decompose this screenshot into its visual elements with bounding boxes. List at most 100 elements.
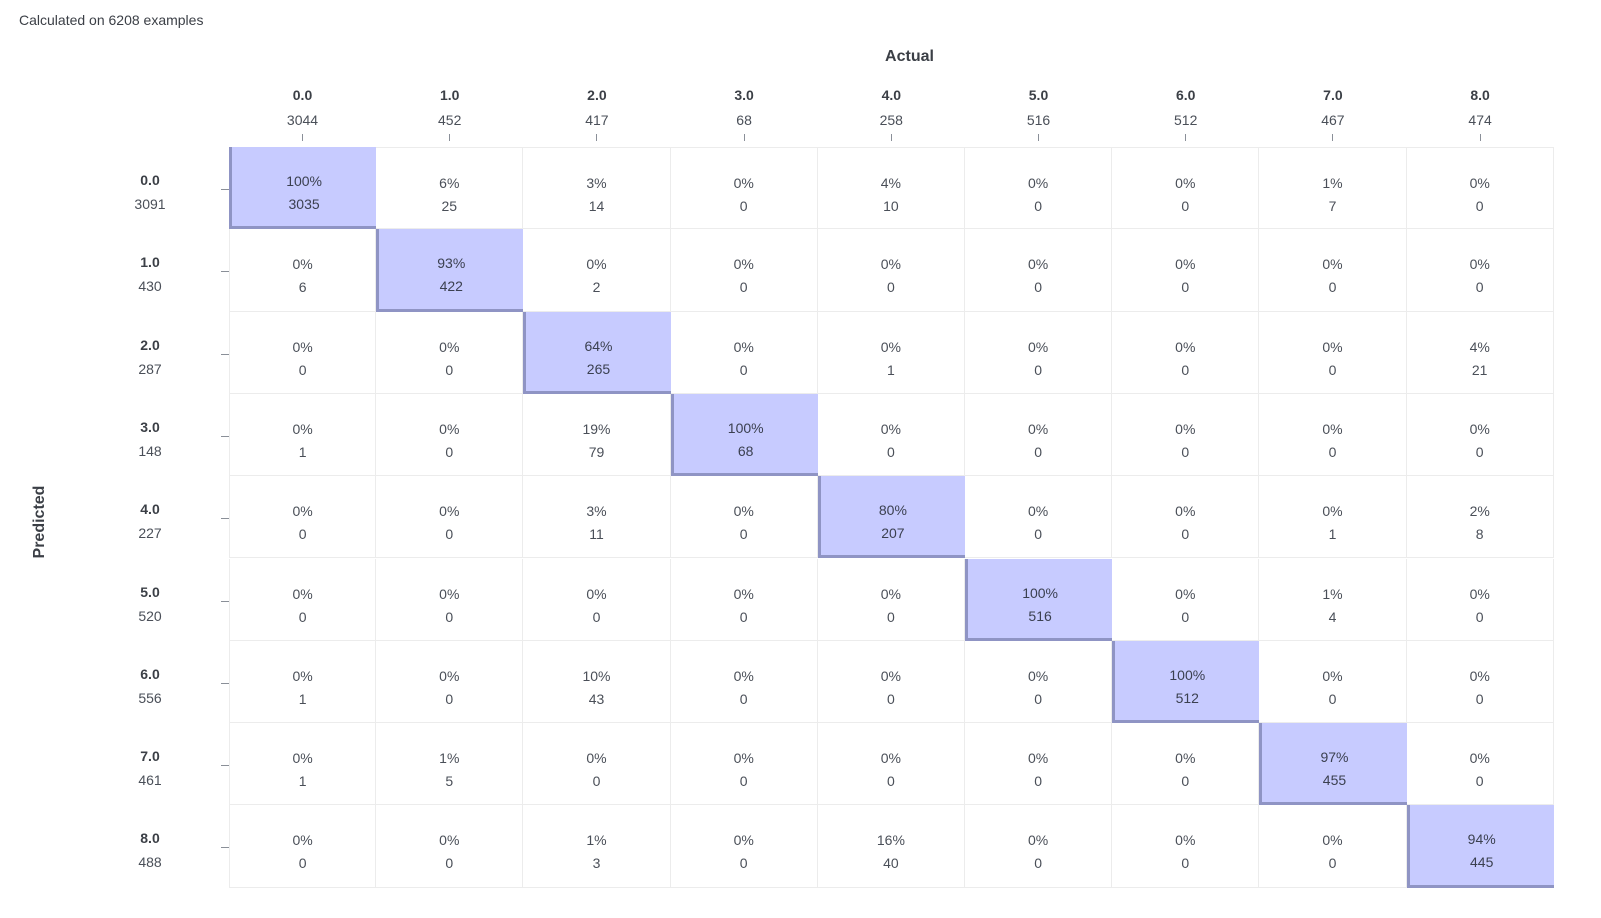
- matrix-cell: 0% 2: [523, 229, 671, 312]
- cell-percent: 0%: [1322, 503, 1343, 520]
- column-header: 8.0 474: [1405, 86, 1556, 141]
- row-label: 4.0: [140, 501, 160, 518]
- matrix-cell-diagonal: 100% 68: [670, 393, 818, 477]
- cell-count: 0: [1475, 443, 1484, 460]
- cell-percent: 94%: [1467, 831, 1496, 848]
- cell-percent: 0%: [733, 503, 754, 520]
- row-tick: [221, 353, 230, 355]
- cell-count: 0: [445, 361, 454, 378]
- row-tick: [221, 271, 230, 273]
- cell-percent: 6%: [439, 175, 460, 191]
- row-tick: [221, 435, 230, 437]
- cell-percent: 0%: [733, 338, 754, 355]
- matrix-cell: 1% 4: [1259, 558, 1407, 641]
- matrix-cell: 0% 0: [376, 640, 524, 724]
- cell-percent: 0%: [733, 256, 754, 273]
- column-label: 1.0: [439, 87, 460, 103]
- matrix-cell: 0% 0: [965, 229, 1113, 312]
- row-label: 3.0: [140, 418, 160, 435]
- cell-percent: 0%: [292, 832, 313, 849]
- confusion-matrix-grid: 100% 3035 6% 25 3% 14 0% 0 4% 10 0% 0 0% 0 1% 7 0% 0 0% 6 93…: [229, 147, 1590, 905]
- matrix-cell-diagonal: 94% 445: [1406, 805, 1554, 888]
- matrix-cell: 0% 0: [229, 805, 377, 888]
- cell-count: 2: [592, 279, 601, 296]
- cell-count: 0: [298, 855, 307, 872]
- cell-percent: 0%: [880, 750, 901, 767]
- cell-percent: 0%: [439, 667, 460, 684]
- matrix-cell: 0% 0: [1259, 229, 1407, 312]
- cell-count: 0: [1328, 279, 1337, 296]
- cell-count: 0: [445, 526, 454, 543]
- cell-count: 7: [1328, 198, 1337, 214]
- matrix-cell: 0% 0: [376, 393, 524, 477]
- cell-percent: 0%: [733, 667, 754, 684]
- row-count: 520: [138, 607, 162, 624]
- matrix-cell: 0% 0: [376, 311, 524, 394]
- cell-count: 40: [883, 855, 899, 872]
- cell-count: 0: [739, 608, 748, 625]
- matrix-cell: 0% 0: [817, 640, 965, 724]
- cell-percent: 0%: [1175, 338, 1196, 355]
- cell-percent: 0%: [1469, 750, 1490, 767]
- column-header: 7.0 467: [1257, 86, 1408, 141]
- cell-count: 0: [1475, 690, 1484, 707]
- row-label: 7.0: [140, 748, 160, 765]
- matrix-cell: 0% 0: [1406, 393, 1554, 477]
- cell-count: 0: [298, 526, 307, 543]
- cell-percent: 0%: [292, 256, 313, 273]
- column-label: 5.0: [1028, 87, 1049, 103]
- column-label: 3.0: [734, 87, 754, 103]
- matrix-cell: 19% 79: [523, 393, 671, 477]
- cell-percent: 0%: [733, 750, 754, 767]
- column-tick: [890, 134, 892, 141]
- column-tick: [1332, 134, 1334, 141]
- matrix-cell: 4% 10: [817, 147, 965, 230]
- cell-count: 445: [1470, 854, 1494, 871]
- matrix-cell: 0% 0: [1406, 147, 1554, 230]
- matrix-cell: 0% 1: [229, 393, 377, 477]
- cell-percent: 1%: [1322, 585, 1343, 602]
- matrix-cell: 0% 1: [229, 640, 377, 724]
- matrix-cell: 0% 0: [1406, 723, 1554, 806]
- cell-percent: 0%: [1027, 338, 1049, 355]
- cell-count: 0: [886, 279, 895, 296]
- cell-percent: 93%: [437, 255, 466, 272]
- cell-percent: 19%: [582, 420, 611, 437]
- row-count: 430: [138, 278, 162, 295]
- cell-percent: 0%: [439, 503, 460, 520]
- cell-count: 0: [592, 773, 601, 790]
- cell-percent: 0%: [733, 832, 754, 849]
- cell-count: 0: [739, 855, 748, 872]
- cell-percent: 0%: [292, 503, 313, 520]
- cell-count: 8: [1475, 526, 1484, 543]
- matrix-cell: 0% 0: [670, 311, 818, 394]
- matrix-cell: 0% 0: [229, 558, 377, 641]
- cell-count: 0: [1034, 690, 1042, 707]
- row-count: 3091: [134, 196, 166, 212]
- cell-percent: 0%: [733, 585, 754, 602]
- column-tick: [1185, 134, 1187, 141]
- row-header: 1.0 430: [110, 230, 230, 314]
- cell-percent: 0%: [439, 585, 460, 602]
- column-label: 8.0: [1470, 87, 1490, 103]
- cell-percent: 0%: [1469, 420, 1490, 437]
- column-header: 6.0 512: [1110, 86, 1261, 141]
- matrix-cell: 0% 0: [1406, 229, 1554, 312]
- row-count: 287: [138, 360, 162, 377]
- column-count: 512: [1174, 112, 1198, 128]
- cell-count: 0: [1181, 279, 1190, 296]
- matrix-cell: 0% 0: [670, 723, 818, 806]
- row-tick: [221, 847, 230, 849]
- cell-percent: 1%: [586, 832, 607, 849]
- cell-count: 0: [445, 690, 454, 707]
- cell-count: 0: [1475, 608, 1484, 625]
- matrix-cell: 0% 0: [965, 393, 1113, 477]
- matrix-cell: 0% 0: [965, 805, 1113, 888]
- cell-count: 265: [586, 360, 611, 377]
- matrix-cell: 0% 0: [376, 805, 524, 888]
- cell-count: 5: [445, 773, 454, 790]
- cell-count: 1: [298, 690, 307, 707]
- cell-count: 0: [1034, 773, 1042, 790]
- matrix-cell: 0% 0: [1259, 640, 1407, 724]
- cell-count: 0: [886, 608, 895, 625]
